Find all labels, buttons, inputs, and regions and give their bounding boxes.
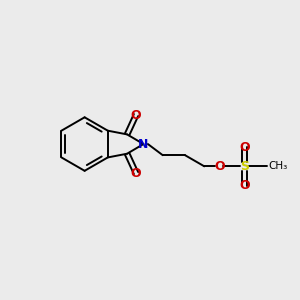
Text: S: S [240, 160, 249, 173]
Text: O: O [239, 140, 250, 154]
Text: O: O [239, 179, 250, 192]
Text: N: N [138, 138, 148, 151]
Text: O: O [131, 167, 141, 179]
Text: O: O [214, 160, 224, 173]
Text: O: O [131, 109, 141, 122]
Text: CH₃: CH₃ [268, 161, 287, 171]
